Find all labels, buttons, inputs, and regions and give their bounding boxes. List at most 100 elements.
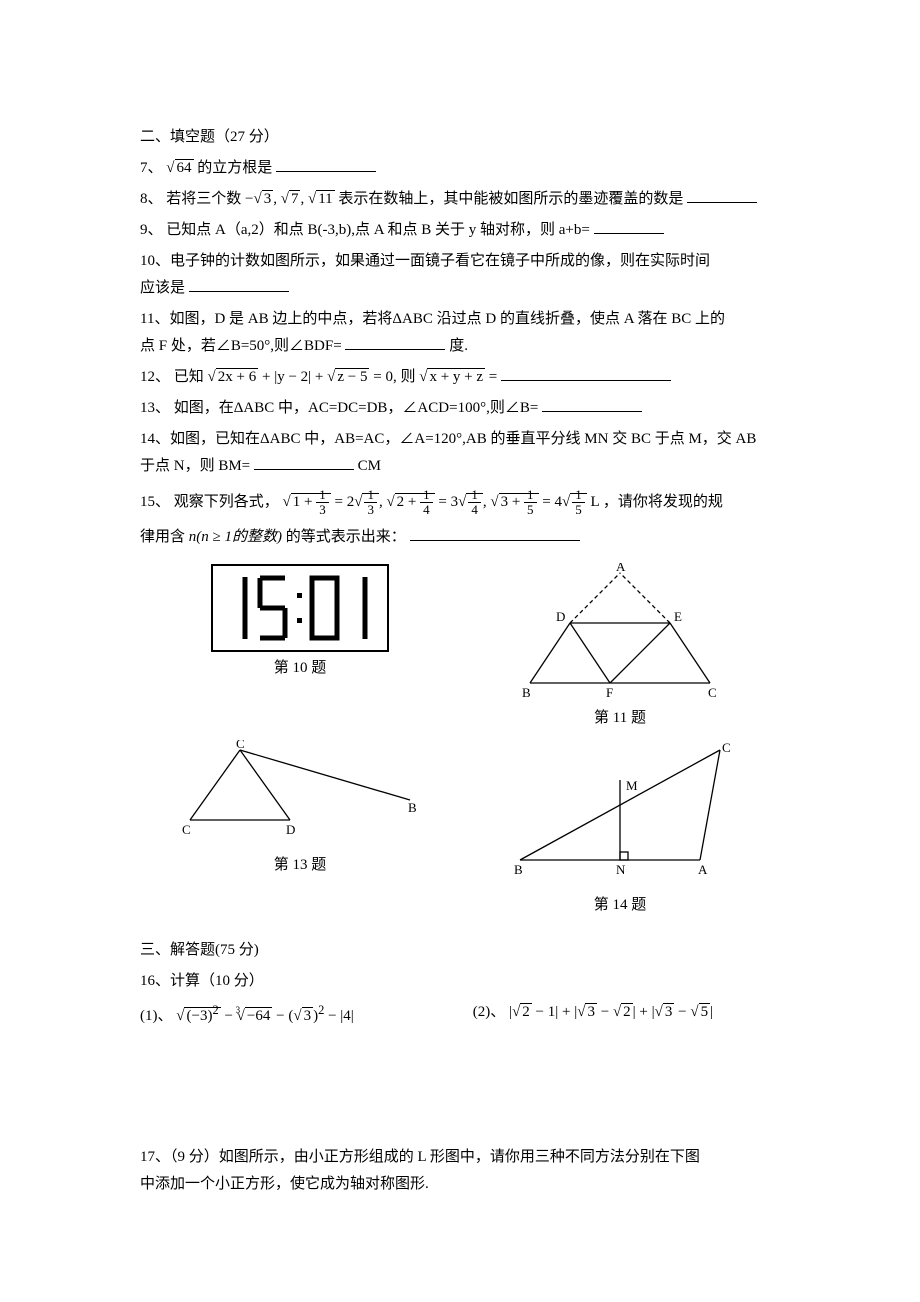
fig10-cell: 第 10 题 — [140, 559, 460, 736]
q16-p1-c: 3 — [293, 1003, 313, 1030]
q16-title: 16、计算（10 分） — [140, 968, 780, 995]
q15-t1-d: 3 — [316, 503, 329, 517]
q16-p2-c2-inner: 5 — [699, 1003, 711, 1020]
q8-r1-inner: 3 — [262, 190, 274, 207]
q15-l2a: 律用含 — [140, 529, 189, 545]
q13-num: 13、 — [140, 400, 170, 416]
q17: 17、（9 分）如图所示，由小正方形组成的 L 形图中，请你用三种不同方法分别在… — [140, 1144, 780, 1198]
fig11-E: E — [674, 609, 682, 624]
fig11-B: B — [522, 685, 531, 700]
q15-t1: 1 + 13 — [283, 484, 331, 520]
q16-p2-c1: 3 — [655, 999, 675, 1026]
q16-p1-c-pre: − ( — [276, 1008, 293, 1024]
q14-num: 14、 — [140, 431, 170, 447]
q15-t2-n: 1 — [420, 488, 433, 503]
q16-p2: (2)、 |2 − 1| + |3 − 2| + |3 − 5| — [473, 999, 780, 1030]
q8-pre: 若将三个数 — [166, 191, 245, 207]
q11-l2: 点 F 处，若∠B=50°,则∠BDF= — [140, 338, 342, 354]
fig14-N: N — [616, 862, 626, 877]
q15-t2-rad: 2 + 14 — [395, 493, 435, 510]
q15-t1b-rad: 13 — [362, 493, 379, 510]
q16-p1-a-inner: (−3) — [186, 1008, 212, 1024]
q14-unit: CM — [358, 458, 381, 474]
q16-p2-b1: 3 — [577, 999, 597, 1026]
q15-t1b: 13 — [354, 484, 379, 520]
q15-t2-k: 3 — [451, 494, 459, 510]
fig13-B: B — [408, 800, 417, 815]
q16-p2-lead: (2)、 — [473, 1004, 506, 1020]
q16-p2-b-mid: − — [597, 1004, 613, 1020]
q16-p2-c2: 5 — [690, 999, 710, 1026]
q16-p1-a: (−3)2 — [176, 999, 220, 1030]
fig14-B: B — [514, 862, 523, 877]
fig13-cap: 第 13 题 — [148, 852, 452, 879]
q15-line2: 律用含 n(n ≥ 1的整数) 的等式表示出来： — [140, 524, 780, 551]
fig11-F: F — [606, 685, 613, 700]
q15-t1-n: 1 — [316, 488, 329, 503]
q13: 13、 如图，在ΔABC 中，AC=DC=DB，∠ACD=100°,则∠B= — [140, 395, 780, 422]
q16-p2-c-mid: − — [674, 1004, 690, 1020]
q16-p2-b-end: | + | — [633, 1004, 655, 1020]
q16-p1-a-sup: 2 — [212, 1003, 218, 1017]
q9-blank — [594, 218, 664, 234]
q12-eq: = 0, 则 — [373, 369, 415, 385]
q10-num: 10、 — [140, 253, 170, 269]
q12-r3: x + y + z — [419, 364, 485, 391]
q12-r1: 2x + 6 — [208, 364, 259, 391]
fig13-left: C — [182, 822, 191, 837]
section-3-heading: 三、解答题(75 分) — [140, 937, 780, 964]
fig10-cap: 第 10 题 — [148, 655, 452, 682]
q16-p2-a-inner: 2 — [520, 1003, 532, 1020]
q15-l2b: 的等式表示出来： — [286, 529, 406, 545]
fig11-D: D — [556, 609, 565, 624]
q8-r1: 3 — [254, 186, 274, 213]
fig14-cap: 第 14 题 — [468, 892, 772, 919]
q8-c1: , — [273, 191, 281, 207]
q15-t2-d: 4 — [420, 503, 433, 517]
q8-r2-inner: 7 — [289, 190, 301, 207]
q16-title-text: 计算（10 分） — [170, 973, 264, 989]
fig14-C: C — [722, 740, 731, 755]
q12-eq2: = — [489, 369, 501, 385]
q15-num: 15、 — [140, 494, 170, 510]
q15-post: ，请你将发现的规 — [603, 494, 723, 510]
q15-t3b: 15 — [562, 484, 587, 520]
q11: 11、如图，D 是 AB 边上的中点，若将ΔABC 沿过点 D 的直线折叠，使点… — [140, 306, 780, 360]
fig11-cap: 第 11 题 — [468, 705, 772, 732]
q7-sqrt-inner: 64 — [175, 159, 194, 176]
q16-p1-a-rad: (−3)2 — [184, 1007, 220, 1024]
q15-t3b-n: 1 — [572, 488, 585, 503]
q16-row: (1)、 (−3)2 − 3−64 − (3)2 − |4| (2)、 |2 −… — [140, 999, 780, 1030]
q16-p2-b1-inner: 3 — [585, 1003, 597, 1020]
q10: 10、电子钟的计数如图所示，如果通过一面镜子看它在镜子中所成的像，则在实际时间 … — [140, 248, 780, 302]
q17-l2: 中添加一个小正方形，使它成为轴对称图形. — [140, 1176, 429, 1192]
q15-t3-rad: 3 + 15 — [499, 493, 539, 510]
q12-num: 12、 — [140, 369, 170, 385]
q8-r2: 7 — [281, 186, 301, 213]
fig11-svg: A D E B F C — [510, 563, 730, 703]
figures-row: 第 10 题 A D E B F C 第 11 题 — [140, 559, 780, 923]
q12-pre: 已知 — [174, 369, 204, 385]
q17-l1: （9 分）如图所示，由小正方形组成的 L 形图中，请你用三种不同方法分别在下图 — [170, 1149, 700, 1165]
q15-t3b-d: 5 — [572, 503, 585, 517]
q12-blank — [501, 365, 671, 381]
q16-p2-a: 2 — [512, 999, 532, 1026]
q15: 15、 观察下列各式， 1 + 13 = 213, 2 + 14 = 314, … — [140, 484, 780, 520]
fig10-svg — [210, 563, 390, 653]
q12-r2: z − 5 — [327, 364, 369, 391]
q16-p2-c1-inner: 3 — [663, 1003, 675, 1020]
q10-l2: 应该是 — [140, 280, 185, 296]
q15-t1b-n: 1 — [364, 488, 377, 503]
q8-blank — [687, 187, 757, 203]
q15-t1-k: 2 — [347, 494, 355, 510]
q9-num: 9、 — [140, 222, 163, 238]
q16-p1-c-inner: 3 — [302, 1007, 314, 1024]
q16-p1-d: − |4| — [328, 1008, 354, 1024]
q14-blank — [254, 454, 354, 470]
q15-l2var: n(n ≥ 1的整数) — [189, 529, 282, 545]
q16-p1-lead: (1)、 — [140, 1008, 173, 1024]
q15-t3-d: 5 — [524, 503, 537, 517]
q15-t2b: 14 — [458, 484, 483, 520]
fig11-cell: A D E B F C 第 11 题 — [460, 559, 780, 736]
q16-p2-c-end: | — [710, 1004, 713, 1020]
